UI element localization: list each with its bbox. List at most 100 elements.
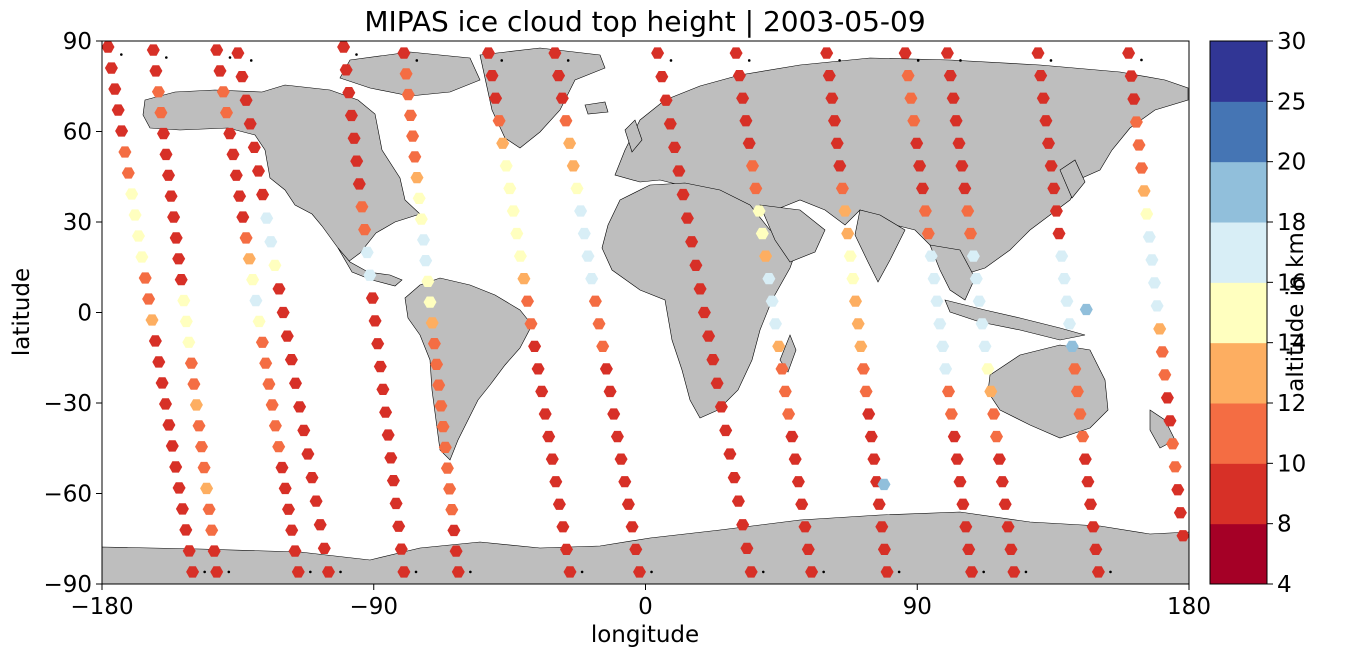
cloud-marker-track7-17 xyxy=(538,408,552,420)
colorbar-tick-label-3: 12 xyxy=(1277,391,1306,417)
no-cloud-dot-2-70 xyxy=(227,570,231,574)
cloud-marker-track9-8 xyxy=(680,212,694,224)
cloud-marker-track2-18 xyxy=(189,399,203,411)
cloud-marker-track13-16 xyxy=(984,385,998,398)
cloud-marker-track1-3 xyxy=(108,83,122,95)
no-cloud-dot-10-70 xyxy=(822,570,825,574)
colorbar-frame xyxy=(1209,40,1268,585)
cloud-marker-track9-2 xyxy=(655,71,669,83)
cloud-marker-track13-20 xyxy=(995,476,1009,488)
y-tick-label-2: 30 xyxy=(63,210,92,236)
cloud-marker-track5-5 xyxy=(347,132,361,144)
cloud-marker-track15-13 xyxy=(1153,323,1167,335)
cloud-marker-track14-11 xyxy=(1057,273,1071,285)
cloud-marker-track12-3 xyxy=(904,92,918,104)
cloud-marker-track1-7 xyxy=(121,167,135,179)
cloud-marker-track2-10 xyxy=(169,232,183,244)
cloud-marker-track7-4 xyxy=(492,115,506,127)
cloud-marker-track2-5 xyxy=(157,127,170,140)
cloud-marker-track10-8 xyxy=(752,205,766,217)
cloud-marker-track4-13 xyxy=(280,330,294,342)
cloud-marker-track4-2 xyxy=(235,71,249,83)
cloud-marker-track9-19 xyxy=(727,472,741,484)
land-arabia xyxy=(759,204,826,263)
no-cloud-dot-12-70 xyxy=(982,570,985,574)
cloud-marker-track2-9 xyxy=(167,211,181,223)
cloud-marker-track6-2 xyxy=(399,68,413,80)
cloud-marker-track1-26 xyxy=(186,566,200,578)
cloud-marker-track1-2 xyxy=(104,62,118,74)
land-indonesia xyxy=(944,299,1086,341)
cloud-marker-track3-19 xyxy=(268,420,282,432)
cloud-marker-track1-17 xyxy=(155,377,169,389)
cloud-marker-track10-6 xyxy=(746,160,759,172)
cloud-marker-track15-18 xyxy=(1166,438,1180,450)
cloud-marker-track6-23 xyxy=(445,504,459,516)
no-cloud-dot-15-1 xyxy=(1140,58,1143,62)
no-cloud-dot-3-1 xyxy=(228,56,232,59)
cloud-marker-track9-18 xyxy=(723,448,737,460)
colorbar: 4 8 10 12 14 16 18 20 25 30 xyxy=(1209,29,1306,598)
cloud-marker-track9-3 xyxy=(659,94,673,106)
x-tick-label-0: −180 xyxy=(70,594,133,620)
cloud-marker-track7-8 xyxy=(506,205,520,217)
cloud-marker-track5-2 xyxy=(339,64,353,76)
cloud-marker-track13-1 xyxy=(940,47,954,59)
cloud-marker-track2-8 xyxy=(164,190,178,202)
cloud-marker-track14-10 xyxy=(1055,250,1069,262)
cloud-marker-track2-25 xyxy=(207,545,221,557)
cloud-marker-track10-12 xyxy=(765,295,779,307)
cloud-marker-track8-17 xyxy=(607,408,621,420)
cloud-marker-track15-8 xyxy=(1140,208,1154,220)
land-uk xyxy=(624,119,643,153)
y-tick-label-3: 0 xyxy=(77,301,92,327)
no-cloud-dot-8-1 xyxy=(566,59,570,62)
cloud-marker-track6-15 xyxy=(427,338,441,350)
cloud-marker-track14-19 xyxy=(1078,453,1092,465)
cloud-marker-track7-18 xyxy=(542,430,556,443)
colorbar-segment-4 xyxy=(1210,282,1267,344)
land-madagascar xyxy=(779,334,797,373)
cloud-marker-track3-8 xyxy=(233,190,247,202)
cloud-marker-track10-13 xyxy=(769,318,782,330)
cloud-marker-track8-22 xyxy=(625,521,639,533)
cloud-marker-track11-12 xyxy=(849,295,862,307)
x-axis-label: longitude xyxy=(591,622,699,648)
cloud-marker-track5-23 xyxy=(394,543,408,555)
cloud-marker-track4-7 xyxy=(256,188,270,201)
cloud-top-markers xyxy=(102,41,1189,578)
cloud-marker-track2-23 xyxy=(202,503,216,515)
cloud-marker-track13-21 xyxy=(998,498,1012,510)
cloud-marker-track7-12 xyxy=(521,295,534,307)
cloud-marker-track2-12 xyxy=(174,274,188,286)
cloud-marker-track11-10 xyxy=(843,250,857,262)
cloud-marker-track10-4 xyxy=(739,115,753,127)
cloud-marker-track11-4 xyxy=(828,115,841,127)
cloud-marker-track8-23 xyxy=(629,543,643,555)
cloud-marker-track6-1 xyxy=(397,47,411,59)
x-tick-label-1: −90 xyxy=(349,594,398,620)
cloud-marker-track12-19 xyxy=(950,453,964,465)
no-cloud-dot-4-70 xyxy=(339,570,342,574)
cloud-marker-track2-4 xyxy=(154,107,168,119)
cloud-marker-track15-9 xyxy=(1142,231,1156,243)
no-cloud-dot-7-70 xyxy=(580,570,584,574)
cloud-marker-track5-10 xyxy=(360,246,374,259)
cloud-marker-track12-24 xyxy=(965,566,979,578)
cloud-marker-track10-14 xyxy=(772,340,786,352)
cloud-marker-track12-16 xyxy=(942,385,955,398)
cloud-marker-track10-15 xyxy=(775,363,789,375)
cloud-marker-track1-9 xyxy=(128,209,142,221)
cloud-marker-track15-19 xyxy=(1168,461,1182,473)
cloud-marker-track14-5 xyxy=(1042,137,1055,149)
cloud-marker-track1-8 xyxy=(125,188,139,200)
cloud-marker-track5-6 xyxy=(350,155,364,167)
cloud-marker-track9-20 xyxy=(731,495,745,507)
cloud-marker-track4-20 xyxy=(309,495,323,507)
cloud-marker-track3-5 xyxy=(223,127,237,140)
cloud-marker-track3-25 xyxy=(288,545,302,557)
cloud-marker-track1-14 xyxy=(145,314,159,326)
cloud-marker-track9-6 xyxy=(672,165,686,177)
cloud-marker-track9-4 xyxy=(663,118,677,130)
cloud-marker-track6-4 xyxy=(404,109,417,121)
